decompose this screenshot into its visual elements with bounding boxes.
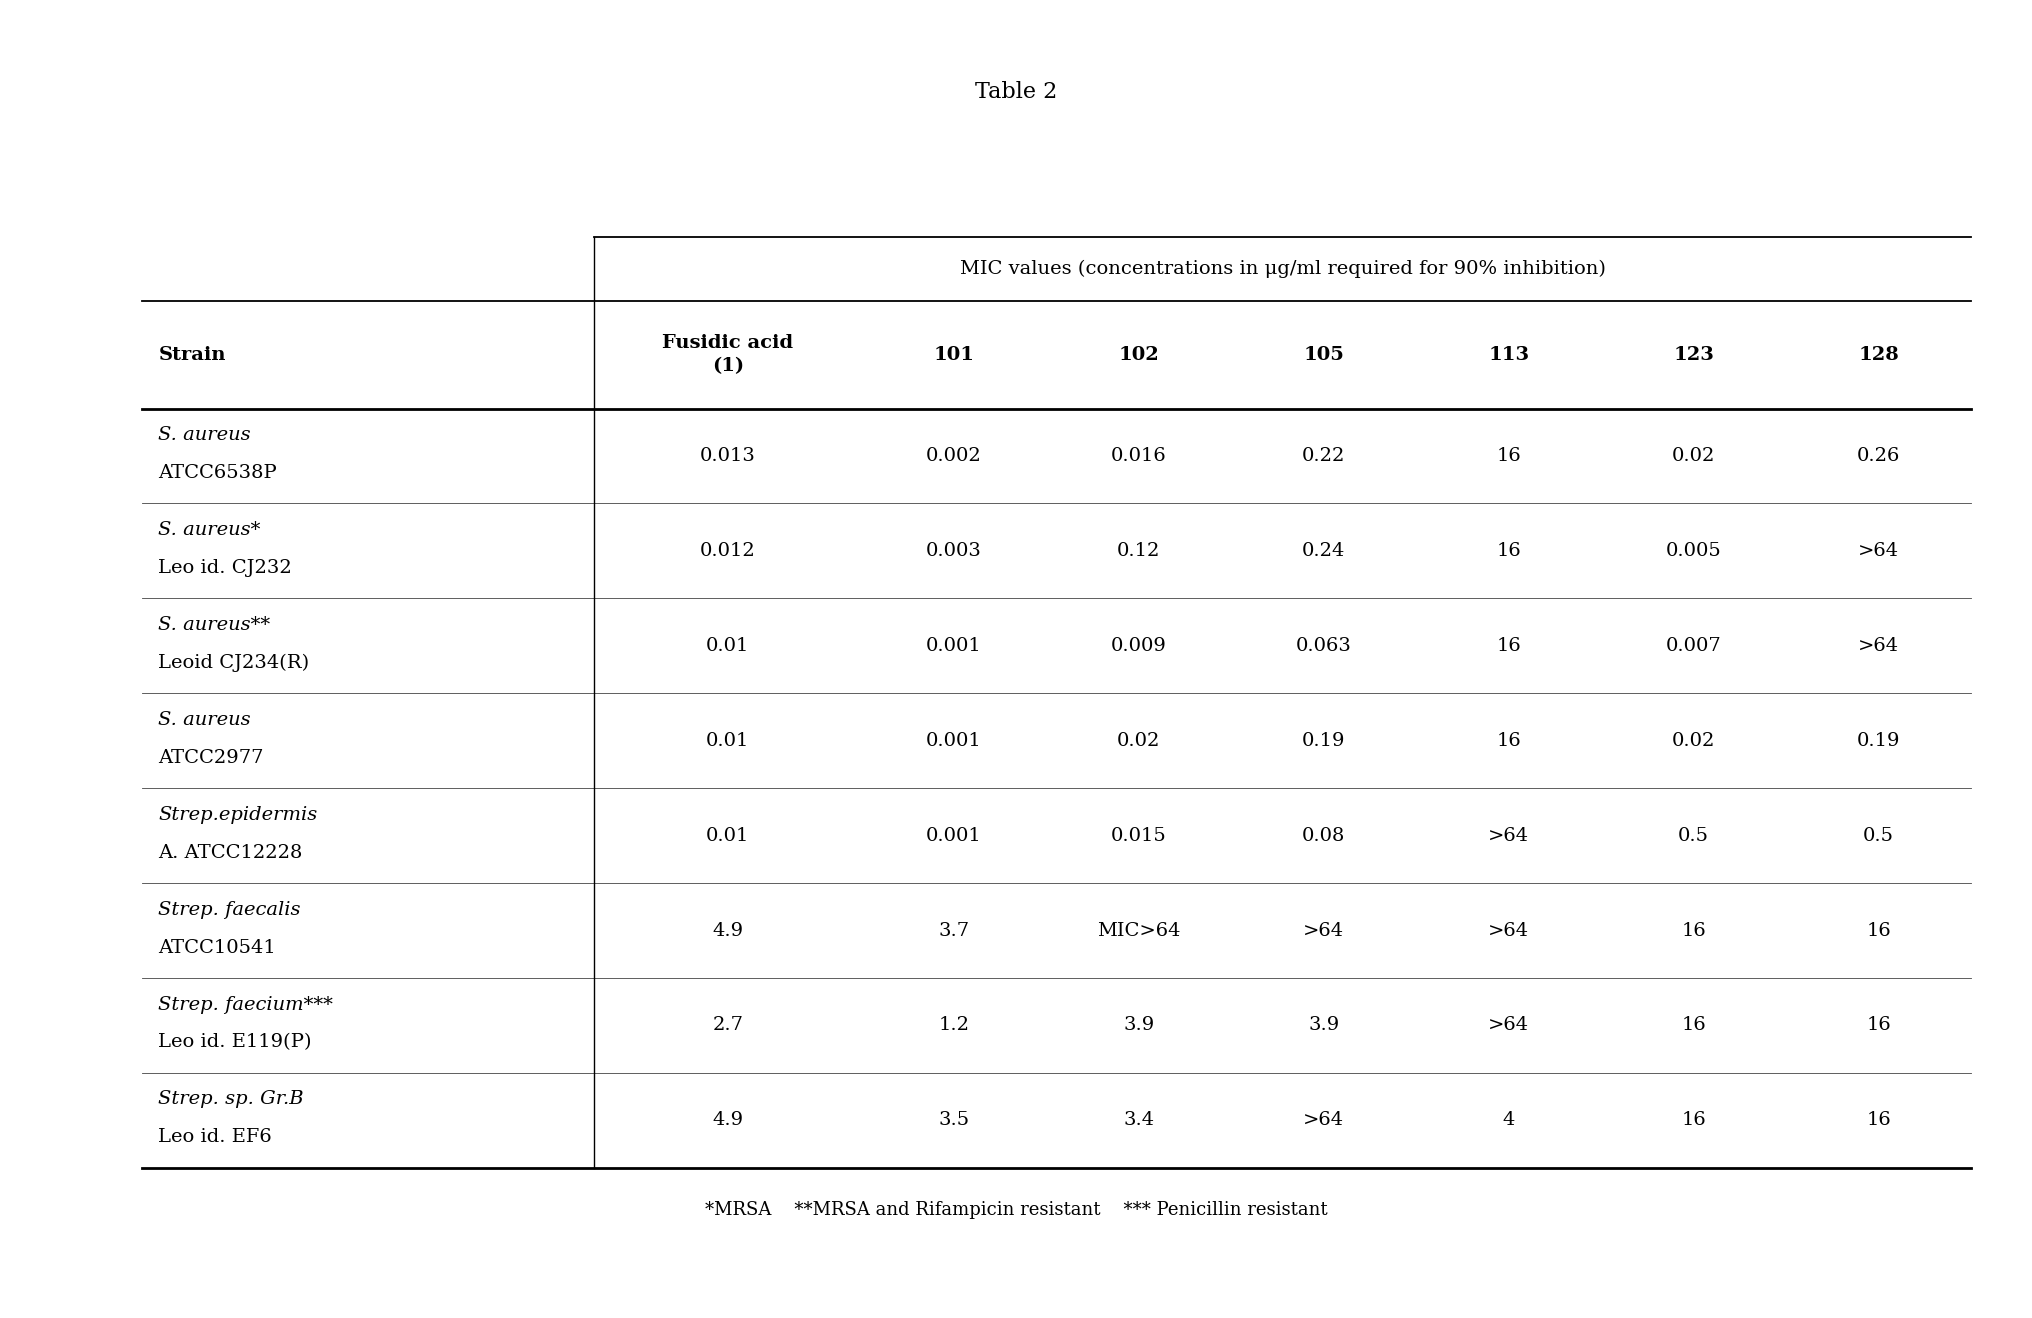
- Text: 4.9: 4.9: [713, 1111, 744, 1130]
- Text: >64: >64: [1487, 826, 1530, 845]
- Text: 0.08: 0.08: [1303, 826, 1345, 845]
- Text: 0.007: 0.007: [1666, 637, 1721, 655]
- Text: *MRSA    **MRSA and Rifampicin resistant    *** Penicillin resistant: *MRSA **MRSA and Rifampicin resistant **…: [705, 1201, 1327, 1219]
- Text: 16: 16: [1680, 1111, 1707, 1130]
- Text: 0.009: 0.009: [1112, 637, 1166, 655]
- Text: 0.063: 0.063: [1296, 637, 1351, 655]
- Text: 1.2: 1.2: [939, 1016, 969, 1035]
- Text: 0.001: 0.001: [927, 826, 981, 845]
- Text: Fusidic acid
(1): Fusidic acid (1): [662, 335, 792, 374]
- Text: 0.26: 0.26: [1857, 447, 1900, 465]
- Text: Leo id. E119(P): Leo id. E119(P): [158, 1033, 313, 1052]
- Text: Strep.epidermis: Strep.epidermis: [158, 805, 317, 824]
- Text: >64: >64: [1303, 921, 1345, 940]
- Text: ATCC10541: ATCC10541: [158, 938, 276, 957]
- Text: 123: 123: [1672, 345, 1715, 364]
- Text: 16: 16: [1865, 921, 1892, 940]
- Text: 0.016: 0.016: [1112, 447, 1166, 465]
- Text: MIC values (concentrations in μg/ml required for 90% inhibition): MIC values (concentrations in μg/ml requ…: [959, 260, 1605, 278]
- Text: 0.12: 0.12: [1118, 542, 1160, 560]
- Text: 0.015: 0.015: [1112, 826, 1166, 845]
- Text: 16: 16: [1496, 731, 1522, 750]
- Text: 3.9: 3.9: [1309, 1016, 1339, 1035]
- Text: 3.9: 3.9: [1124, 1016, 1154, 1035]
- Text: 0.02: 0.02: [1118, 731, 1160, 750]
- Text: ATCC6538P: ATCC6538P: [158, 464, 276, 482]
- Text: 16: 16: [1865, 1111, 1892, 1130]
- Text: >64: >64: [1487, 921, 1530, 940]
- Text: 0.012: 0.012: [699, 542, 756, 560]
- Text: 0.02: 0.02: [1672, 447, 1715, 465]
- Text: S. aureus**: S. aureus**: [158, 616, 270, 634]
- Text: 101: 101: [933, 345, 975, 364]
- Text: 3.5: 3.5: [939, 1111, 969, 1130]
- Text: 0.002: 0.002: [927, 447, 981, 465]
- Text: S. aureus*: S. aureus*: [158, 521, 260, 539]
- Text: 0.003: 0.003: [927, 542, 981, 560]
- Text: 3.7: 3.7: [939, 921, 969, 940]
- Text: ATCC2977: ATCC2977: [158, 749, 264, 767]
- Text: 128: 128: [1857, 345, 1900, 364]
- Text: A. ATCC12228: A. ATCC12228: [158, 844, 303, 862]
- Text: 0.001: 0.001: [927, 731, 981, 750]
- Text: 0.01: 0.01: [707, 637, 750, 655]
- Text: >64: >64: [1857, 637, 1900, 655]
- Text: Strep. faecalis: Strep. faecalis: [158, 900, 301, 919]
- Text: >64: >64: [1857, 542, 1900, 560]
- Text: 4.9: 4.9: [713, 921, 744, 940]
- Text: >64: >64: [1303, 1111, 1345, 1130]
- Text: 0.5: 0.5: [1863, 826, 1894, 845]
- Text: 0.01: 0.01: [707, 826, 750, 845]
- Text: 16: 16: [1680, 921, 1707, 940]
- Text: 0.013: 0.013: [699, 447, 756, 465]
- Text: 0.005: 0.005: [1666, 542, 1721, 560]
- Text: Strain: Strain: [158, 345, 226, 364]
- Text: Table 2: Table 2: [975, 82, 1057, 103]
- Text: S. aureus: S. aureus: [158, 710, 252, 729]
- Text: 102: 102: [1118, 345, 1158, 364]
- Text: Leo id. CJ232: Leo id. CJ232: [158, 559, 293, 577]
- Text: 0.22: 0.22: [1303, 447, 1345, 465]
- Text: 16: 16: [1865, 1016, 1892, 1035]
- Text: Strep. faecium***: Strep. faecium***: [158, 995, 333, 1014]
- Text: 16: 16: [1496, 542, 1522, 560]
- Text: 113: 113: [1487, 345, 1530, 364]
- Text: 0.01: 0.01: [707, 731, 750, 750]
- Text: 16: 16: [1496, 637, 1522, 655]
- Text: 4: 4: [1502, 1111, 1516, 1130]
- Text: 3.4: 3.4: [1124, 1111, 1154, 1130]
- Text: Leo id. EF6: Leo id. EF6: [158, 1128, 272, 1147]
- Text: 16: 16: [1496, 447, 1522, 465]
- Text: 0.24: 0.24: [1303, 542, 1345, 560]
- Text: Leoid CJ234(R): Leoid CJ234(R): [158, 654, 309, 672]
- Text: 0.19: 0.19: [1303, 731, 1345, 750]
- Text: MIC>64: MIC>64: [1097, 921, 1181, 940]
- Text: 0.19: 0.19: [1857, 731, 1900, 750]
- Text: 2.7: 2.7: [713, 1016, 744, 1035]
- Text: 0.02: 0.02: [1672, 731, 1715, 750]
- Text: 0.001: 0.001: [927, 637, 981, 655]
- Text: S. aureus: S. aureus: [158, 426, 252, 444]
- Text: 105: 105: [1303, 345, 1345, 364]
- Text: >64: >64: [1487, 1016, 1530, 1035]
- Text: 0.5: 0.5: [1678, 826, 1709, 845]
- Text: 16: 16: [1680, 1016, 1707, 1035]
- Text: Strep. sp. Gr.B: Strep. sp. Gr.B: [158, 1090, 305, 1108]
